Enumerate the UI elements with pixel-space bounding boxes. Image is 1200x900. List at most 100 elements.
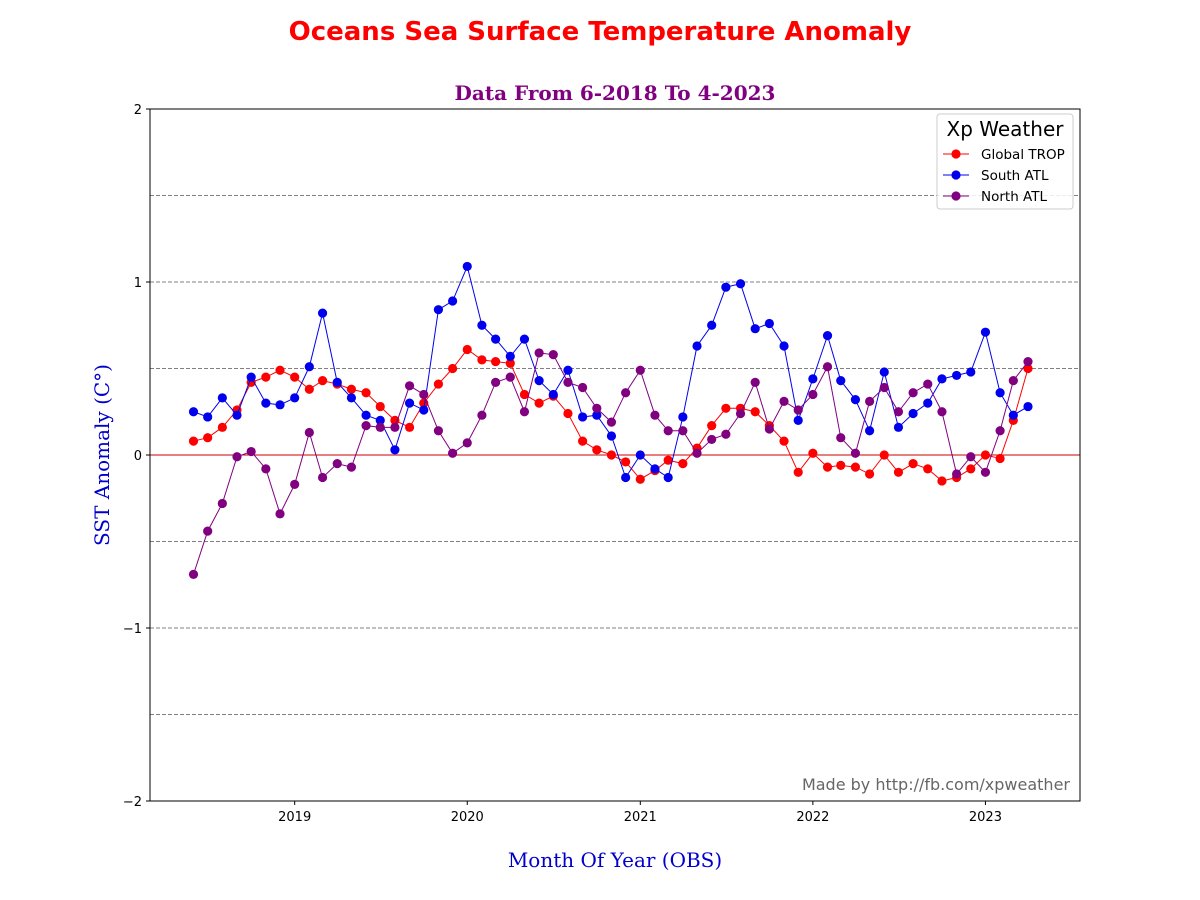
- data-point-north-atl: [793, 405, 803, 415]
- data-point-north-atl: [433, 426, 444, 436]
- data-point-south-atl: [491, 334, 501, 344]
- data-point-south-atl: [304, 362, 314, 372]
- data-point-north-atl: [419, 389, 429, 400]
- data-point-global-trop: [563, 408, 573, 419]
- data-point-north-atl: [779, 396, 789, 406]
- grid: [150, 195, 1080, 715]
- data-point-south-atl: [290, 393, 300, 403]
- data-point-north-atl: [563, 377, 573, 387]
- data-point-south-atl: [188, 407, 199, 417]
- series-line-south-atl: [193, 264, 1029, 479]
- data-point-south-atl: [447, 296, 458, 306]
- data-point-north-atl: [332, 459, 342, 469]
- data-point-south-atl: [332, 377, 342, 387]
- legend-label: Global TROP: [981, 147, 1065, 163]
- data-point-north-atl: [750, 377, 760, 387]
- data-point-global-trop: [663, 455, 673, 465]
- data-point-south-atl: [635, 450, 645, 460]
- data-point-global-trop: [621, 457, 631, 467]
- data-point-global-trop: [433, 379, 444, 389]
- data-point-south-atl: [995, 388, 1005, 398]
- data-point-south-atl: [217, 393, 227, 403]
- y-tick-label: 0: [134, 449, 142, 464]
- legend-marker: [951, 149, 961, 159]
- data-point-south-atl: [548, 389, 558, 400]
- data-point-south-atl: [836, 376, 846, 386]
- data-point-global-trop: [606, 450, 617, 460]
- data-point-north-atl: [477, 410, 487, 420]
- data-point-north-atl: [879, 382, 889, 393]
- data-point-north-atl: [246, 446, 256, 457]
- data-point-global-trop: [678, 459, 688, 469]
- legend-title: Xp Weather: [947, 117, 1065, 141]
- data-point-global-trop: [592, 445, 602, 455]
- data-point-south-atl: [578, 412, 588, 422]
- data-point-south-atl: [865, 426, 875, 436]
- data-point-north-atl: [635, 365, 645, 375]
- data-point-south-atl: [390, 445, 400, 455]
- data-point-global-trop: [491, 356, 501, 367]
- data-point-global-trop: [908, 459, 918, 469]
- data-point-global-trop: [879, 450, 889, 460]
- data-point-south-atl: [519, 334, 530, 344]
- data-point-north-atl: [304, 427, 314, 438]
- data-point-north-atl: [548, 350, 558, 360]
- data-point-south-atl: [707, 320, 717, 330]
- data-point-north-atl: [404, 381, 415, 391]
- legend: Xp Weather Global TROP South ATL North ATL: [936, 113, 1074, 210]
- data-point-south-atl: [879, 367, 889, 377]
- data-point-north-atl: [995, 426, 1005, 436]
- y-axis-ticks: −2 −1 0 1 2: [123, 103, 150, 810]
- data-point-south-atl: [650, 464, 660, 474]
- data-point-south-atl: [721, 282, 731, 292]
- data-point-south-atl: [822, 331, 833, 341]
- data-point-global-trop: [1023, 363, 1033, 374]
- data-point-global-trop: [188, 436, 199, 446]
- data-point-global-trop: [635, 474, 645, 484]
- data-point-north-atl: [822, 362, 833, 372]
- data-point-south-atl: [462, 261, 472, 272]
- data-point-south-atl: [750, 324, 760, 334]
- data-point-north-atl: [534, 348, 544, 358]
- data-point-global-trop: [966, 464, 976, 474]
- data-point-global-trop: [203, 433, 213, 443]
- data-point-north-atl: [232, 452, 242, 462]
- data-point-global-trop: [390, 415, 400, 425]
- data-point-north-atl: [606, 417, 617, 427]
- data-point-south-atl: [1008, 410, 1018, 420]
- data-point-global-trop: [304, 384, 314, 394]
- data-point-south-atl: [606, 431, 617, 441]
- y-tick-label: −2: [123, 795, 142, 810]
- data-point-north-atl: [290, 479, 300, 490]
- data-point-south-atl: [361, 410, 371, 420]
- data-point-south-atl: [433, 305, 444, 315]
- data-point-global-trop: [937, 476, 947, 486]
- data-point-south-atl: [663, 472, 673, 483]
- data-point-global-trop: [275, 365, 285, 375]
- data-point-global-trop: [375, 401, 385, 412]
- data-point-global-trop: [534, 398, 544, 408]
- data-point-global-trop: [361, 388, 371, 398]
- data-point-north-atl: [217, 498, 227, 509]
- data-point-south-atl: [419, 405, 429, 415]
- data-point-north-atl: [908, 388, 918, 398]
- data-point-global-trop: [217, 422, 227, 432]
- data-point-south-atl: [923, 398, 933, 408]
- data-point-north-atl: [592, 403, 602, 413]
- data-point-south-atl: [808, 374, 818, 384]
- data-point-north-atl: [390, 422, 400, 432]
- data-point-north-atl: [923, 379, 933, 389]
- data-point-north-atl: [951, 469, 962, 479]
- data-point-north-atl: [519, 407, 530, 417]
- data-point-global-trop: [822, 462, 833, 472]
- data-point-south-atl: [203, 412, 213, 422]
- data-point-global-trop: [836, 460, 846, 470]
- watermark-annotation: Made by http://fb.com/xpweather: [802, 775, 1070, 794]
- y-axis-label: SST Anomaly (C°): [90, 364, 114, 546]
- data-point-south-atl: [232, 410, 242, 420]
- x-tick-label: 2022: [796, 810, 829, 825]
- data-point-global-trop: [505, 358, 515, 368]
- data-point-south-atl: [621, 472, 631, 483]
- data-point-north-atl: [261, 464, 271, 474]
- data-point-north-atl: [505, 372, 515, 382]
